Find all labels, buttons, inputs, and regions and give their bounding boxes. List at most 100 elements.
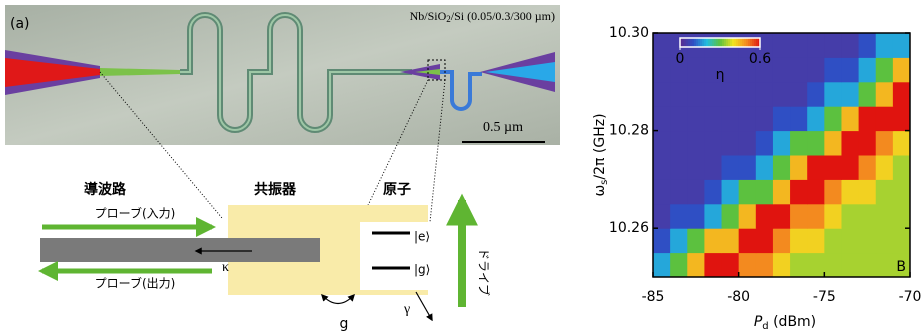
heatmap-cell bbox=[653, 155, 671, 180]
heatmap-cell bbox=[859, 204, 877, 229]
heatmap-cell bbox=[893, 82, 911, 107]
figure: 0.5 µm Nb/SiO2/Si (0.05/0.3/300 µm) (a) … bbox=[0, 0, 924, 335]
colorbar-tick-label: 0.6 bbox=[749, 51, 771, 67]
heatmap-cell bbox=[653, 33, 671, 58]
heatmap-cell bbox=[722, 155, 740, 180]
heatmap-cell bbox=[739, 228, 757, 253]
heatmap-cell bbox=[876, 106, 894, 131]
heatmap-cell bbox=[824, 253, 842, 278]
heatmap-cell bbox=[859, 57, 877, 82]
heatmap-cell bbox=[807, 204, 825, 229]
heatmap-cell bbox=[893, 179, 911, 204]
heatmap-cell bbox=[824, 204, 842, 229]
heatmap-cell bbox=[824, 131, 842, 156]
heatmap-cell bbox=[841, 106, 859, 131]
y-tick-label: 10.26 bbox=[609, 220, 649, 236]
heatmap-cell bbox=[653, 253, 671, 278]
heatmap-cell bbox=[670, 155, 688, 180]
heatmap-cell bbox=[893, 131, 911, 156]
decay-arrow bbox=[416, 292, 432, 320]
heatmap-cell bbox=[670, 106, 688, 131]
heatmap-cell bbox=[653, 82, 671, 107]
heatmap-cell bbox=[722, 253, 740, 278]
y-label-text: /2π (GHz) bbox=[592, 113, 608, 179]
heatmap-cell bbox=[704, 253, 722, 278]
heatmap-cell bbox=[859, 106, 877, 131]
heatmap-cell bbox=[722, 228, 740, 253]
heatmap-cell bbox=[841, 33, 859, 58]
atom-label: 原子 bbox=[383, 182, 411, 198]
material-text: Nb/SiO bbox=[410, 9, 447, 23]
x-tick-label: -85 bbox=[642, 289, 665, 305]
heatmap-cell bbox=[859, 179, 877, 204]
heatmap-cell bbox=[687, 106, 705, 131]
heatmap-cell bbox=[687, 253, 705, 278]
heatmap-cell bbox=[773, 179, 791, 204]
heatmap-cell bbox=[790, 204, 808, 229]
heatmap-cell bbox=[790, 33, 808, 58]
heatmap-cell bbox=[807, 57, 825, 82]
heatmap-cell bbox=[687, 204, 705, 229]
x-axis-label: Pd (dBm) bbox=[754, 314, 816, 332]
material-text: /Si (0.05/0.3/300 µm) bbox=[451, 9, 555, 23]
heatmap-cell bbox=[773, 131, 791, 156]
heatmap-cell bbox=[773, 204, 791, 229]
y-tick-label: 10.28 bbox=[609, 123, 649, 139]
corner-label: B bbox=[896, 259, 906, 275]
scale-bar-label: 0.5 µm bbox=[483, 120, 523, 135]
heatmap-cell bbox=[739, 155, 757, 180]
decay-label: γ bbox=[403, 302, 410, 317]
heatmap-cell bbox=[841, 155, 859, 180]
heatmap-cell bbox=[824, 228, 842, 253]
heatmap-cell bbox=[687, 179, 705, 204]
heatmap-cell bbox=[824, 57, 842, 82]
heatmap-cell bbox=[876, 253, 894, 278]
heatmap-cell bbox=[773, 155, 791, 180]
heatmap-cell bbox=[841, 228, 859, 253]
heatmap-cell bbox=[790, 228, 808, 253]
heatmap-cell bbox=[687, 131, 705, 156]
probe-in-label: プローブ(入力) bbox=[95, 206, 176, 221]
heatmap-cell bbox=[824, 33, 842, 58]
heatmap-cell bbox=[756, 82, 774, 107]
heatmap-cell bbox=[722, 204, 740, 229]
heatmap-cell bbox=[687, 82, 705, 107]
coupling-label: g bbox=[340, 316, 349, 332]
heatmap-cell bbox=[859, 82, 877, 107]
heatmap-cell bbox=[876, 155, 894, 180]
heatmap-cell bbox=[773, 33, 791, 58]
heatmap-cell bbox=[722, 82, 740, 107]
colorbar-tick-label: 0 bbox=[676, 51, 685, 67]
heatmap-cell bbox=[841, 82, 859, 107]
heatmap-cell bbox=[739, 179, 757, 204]
heatmap-cell bbox=[893, 106, 911, 131]
heatmap-cell bbox=[756, 228, 774, 253]
heatmap-cell bbox=[687, 155, 705, 180]
material-label: Nb/SiO2/Si (0.05/0.3/300 µm) bbox=[410, 9, 555, 24]
heatmap-cell bbox=[841, 57, 859, 82]
heatmap-cell bbox=[704, 82, 722, 107]
drive-label: ドライブ bbox=[477, 248, 492, 296]
heatmap-cell bbox=[704, 131, 722, 156]
x-tick-label: -70 bbox=[899, 289, 922, 305]
heatmap-cell bbox=[687, 228, 705, 253]
heatmap-cell bbox=[670, 204, 688, 229]
heatmap-cell bbox=[670, 82, 688, 107]
heatmap-cell bbox=[893, 204, 911, 229]
micrograph: 0.5 µm Nb/SiO2/Si (0.05/0.3/300 µm) (a) bbox=[5, 5, 560, 145]
heatmap-cell bbox=[739, 131, 757, 156]
heatmap-cell bbox=[756, 131, 774, 156]
heatmap-cell bbox=[722, 106, 740, 131]
heatmap-cell bbox=[876, 33, 894, 58]
heatmap-cell bbox=[841, 253, 859, 278]
heatmap-cell bbox=[670, 179, 688, 204]
heatmap-cell bbox=[773, 228, 791, 253]
probe-out-label: プローブ(出力) bbox=[95, 276, 176, 291]
heatmap-cell bbox=[790, 253, 808, 278]
heatmap-cell bbox=[722, 179, 740, 204]
heatmap-cell bbox=[807, 131, 825, 156]
heatmap-cell bbox=[824, 179, 842, 204]
heatmap-cell bbox=[653, 228, 671, 253]
heatmap-cell bbox=[841, 131, 859, 156]
heatmap-cell bbox=[670, 228, 688, 253]
